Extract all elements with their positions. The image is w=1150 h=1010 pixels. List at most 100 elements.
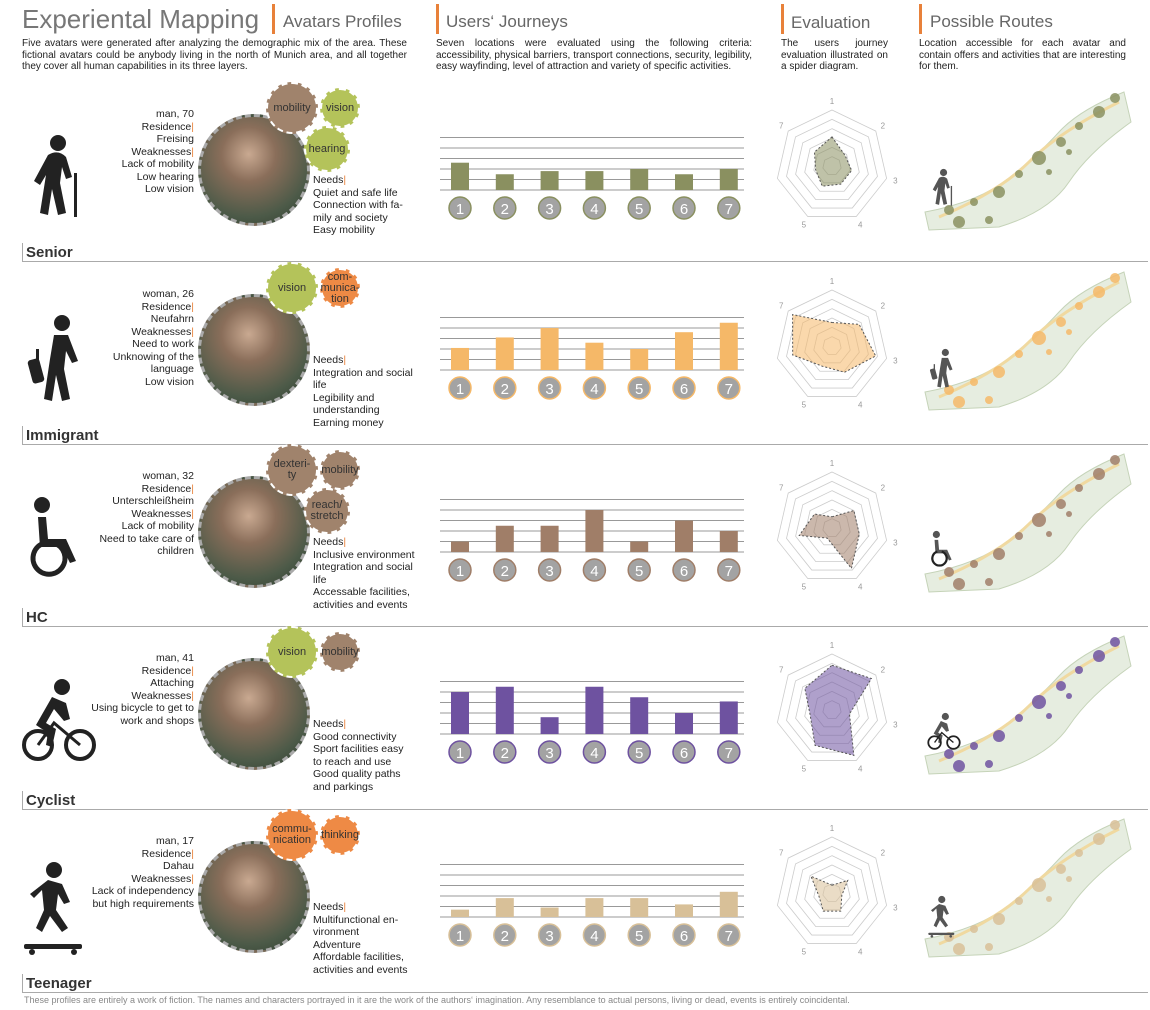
- weaknesses-label: Weaknesses|: [90, 690, 194, 703]
- weaknesses-label-text: Weaknesses: [131, 325, 192, 338]
- route-location-dot: [1015, 532, 1023, 540]
- bar-location-5: [630, 349, 649, 370]
- spider-ring: [795, 490, 869, 563]
- spider-area: [804, 664, 873, 757]
- avatars-heading: Avatars Profiles: [283, 12, 402, 31]
- route-location-dot: [953, 943, 965, 955]
- spider-ring: [804, 499, 860, 554]
- bar-location-3: [540, 717, 559, 734]
- bar-location-4: [585, 342, 604, 370]
- spider-axis-label: 7: [779, 848, 784, 857]
- location-number-badge: [582, 923, 607, 947]
- bar-location-6: [675, 904, 693, 917]
- avatar-pictogram-icon: [20, 495, 98, 593]
- bar-location-5: [630, 169, 649, 190]
- need-item: Good connectivity: [313, 730, 397, 743]
- location-number-badge: [627, 923, 651, 947]
- avatar-age: man, 70: [156, 108, 194, 120]
- weaknesses-label-text: Weaknesses: [131, 872, 192, 885]
- route-location-dot: [985, 216, 993, 224]
- route-location-dot: [1015, 350, 1023, 358]
- bar-location-7: [719, 531, 738, 552]
- route-location-dot: [985, 943, 993, 951]
- route-location-dot: [1056, 499, 1066, 509]
- route-map: [919, 809, 1134, 959]
- route-location-dot: [953, 760, 965, 772]
- location-number: 3: [545, 563, 553, 580]
- spider-axis-label: 3: [893, 356, 898, 365]
- route-location-dot: [1093, 106, 1105, 118]
- capability-bubble: vision: [266, 262, 318, 314]
- bar-location-7: [719, 322, 738, 370]
- avatar-pictogram-icon: [20, 133, 98, 231]
- bar-location-3: [540, 171, 559, 190]
- row-divider: [22, 261, 1148, 262]
- location-number: 2: [501, 928, 509, 945]
- location-number-badge: [493, 923, 517, 947]
- location-number: 3: [545, 745, 553, 762]
- location-number-badge: [537, 376, 562, 400]
- need-item: Adventure: [313, 938, 361, 951]
- journey-bar-chart-svg: 1 2 3 4 5 6 7: [440, 864, 744, 947]
- route-location-dot: [1110, 637, 1120, 647]
- bar-location-4: [585, 510, 604, 552]
- spider-axis-label: 4: [858, 401, 863, 410]
- route-location-dot: [1075, 122, 1083, 130]
- evaluation-heading: Evaluation: [791, 13, 871, 32]
- route-location-dot: [944, 205, 954, 215]
- spider-axis-label: 1: [830, 824, 835, 833]
- location-number: 2: [501, 381, 509, 398]
- capability-bubble: vision: [320, 88, 360, 128]
- location-number: 6: [680, 563, 688, 580]
- route-location-dot: [1075, 849, 1083, 857]
- journey-bar-chart: 1 2 3 4 5 6 7: [436, 855, 752, 981]
- needs-label-text: Needs: [313, 901, 344, 913]
- residence-label: Residence|: [90, 665, 194, 678]
- route-map: [919, 444, 1134, 594]
- spider-ring: [795, 855, 869, 928]
- location-number: 2: [501, 563, 509, 580]
- residence-label: Residence|: [90, 301, 194, 314]
- needs-label-text: Needs: [313, 354, 344, 366]
- route-avatar-icon: [926, 712, 962, 756]
- spider-ring: [786, 662, 878, 753]
- route-location-dot: [1046, 349, 1052, 355]
- label-accent: |: [191, 664, 194, 677]
- route-map-svg: [924, 635, 1132, 775]
- need-item: mily and society: [313, 211, 388, 224]
- avatar-residence: Neufahrn: [150, 313, 194, 325]
- location-number-badge: [627, 740, 651, 764]
- spider-axis-label: 1: [830, 641, 835, 650]
- route-avatar-icon: [926, 895, 962, 939]
- route-location-dot: [1046, 713, 1052, 719]
- avatar-needs: Needs| Integration and social life Legibili…: [313, 354, 425, 429]
- location-number-badge: [627, 196, 651, 220]
- route-location-dot: [1032, 695, 1046, 709]
- evaluation-intro: The users journey evaluation illustrated…: [781, 38, 888, 72]
- weaknesses-label: Weaknesses|: [90, 326, 194, 339]
- route-location-dot: [970, 742, 978, 750]
- location-number: 4: [590, 381, 598, 398]
- location-number: 5: [635, 928, 643, 945]
- row-label: Cyclist: [26, 792, 76, 809]
- capability-bubble: mobility: [320, 632, 360, 672]
- bar-location-5: [630, 541, 649, 552]
- avatar-residence: Attaching: [150, 677, 194, 689]
- bar-location-1: [451, 347, 469, 370]
- bar-location-2: [495, 898, 514, 917]
- location-number: 5: [635, 745, 643, 762]
- route-location-dot: [1093, 468, 1105, 480]
- journey-bar-chart-svg: 1 2 3 4 5 6 7: [440, 137, 744, 220]
- location-number: 7: [725, 928, 733, 945]
- location-number: 6: [680, 201, 688, 218]
- spider-ring: [776, 471, 888, 579]
- location-number: 7: [725, 745, 733, 762]
- spider-ring: [786, 845, 878, 936]
- need-item: life: [313, 379, 327, 391]
- bar-location-6: [675, 713, 693, 734]
- spider-axis-label: 3: [893, 538, 898, 547]
- need-item: Easy mobility: [313, 224, 375, 236]
- avatar-pictogram-icon: [20, 677, 98, 775]
- route-map-svg: [924, 453, 1132, 593]
- residence-label-text: Residence: [141, 847, 192, 860]
